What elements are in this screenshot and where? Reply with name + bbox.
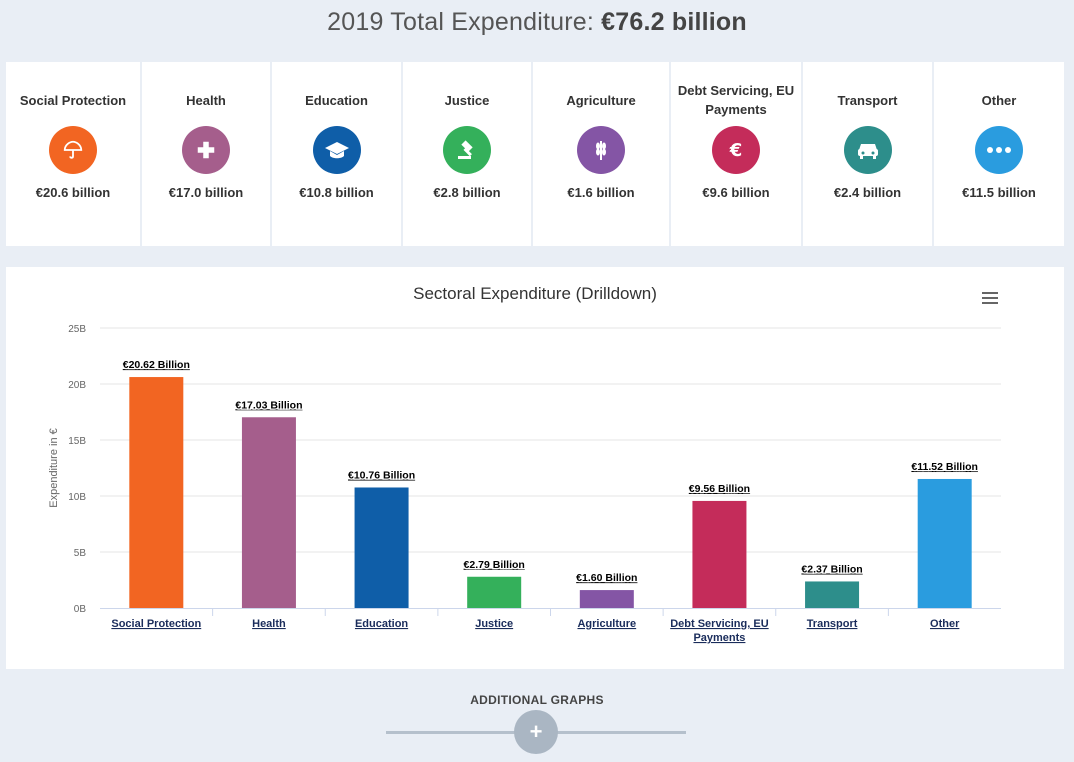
y-tick-label: 5B [74, 548, 87, 559]
data-label: €20.62 Billion [123, 359, 190, 371]
bar [692, 500, 747, 608]
more-icon [975, 126, 1023, 174]
sector-card-value: €11.5 billion [962, 185, 1036, 200]
sector-card[interactable]: Education €10.8 billion [272, 62, 403, 246]
sector-cards: Social Protection €20.6 billion Health €17.… [6, 62, 1064, 246]
bar [917, 478, 972, 608]
sector-card-label: Other [981, 92, 1017, 108]
x-tick-label: Debt Servicing, EU Payments [670, 618, 768, 644]
data-label: €1.60 Billion [576, 572, 637, 584]
sector-card-label: Education [305, 92, 368, 108]
sector-card-label: Justice [444, 92, 490, 108]
add-graph-button[interactable]: + [514, 710, 558, 754]
sector-card-label: Health [186, 92, 226, 108]
y-tick-label: 15B [68, 436, 86, 447]
chart-panel: Sectoral Expenditure (Drilldown) 0B 5B 10B… [6, 267, 1064, 669]
hamburger-menu-icon[interactable] [982, 292, 998, 304]
sector-card[interactable]: Agriculture €1.6 billion [533, 62, 671, 246]
sector-card-value: €1.6 billion [567, 185, 635, 200]
additional-graphs-label: ADDITIONAL GRAPHS [470, 693, 604, 707]
sector-card[interactable]: Justice €2.8 billion [403, 62, 533, 246]
umbrella-icon [49, 126, 97, 174]
sector-card-label: Debt Servicing, EU Payments [677, 83, 795, 117]
graduation-cap-icon [312, 126, 361, 174]
data-label: €9.56 Billion [689, 483, 750, 495]
x-tick-label: Justice [475, 618, 513, 630]
data-label: €10.76 Billion [348, 469, 415, 481]
x-tick-label: Agriculture [577, 618, 636, 630]
y-tick-label: 25B [68, 324, 86, 335]
sector-card-value: €9.6 billion [702, 185, 770, 200]
data-label: €2.37 Billion [801, 563, 862, 575]
page-title-prefix: 2019 Total Expenditure: [327, 8, 602, 36]
y-tick-label: 0B [74, 604, 87, 615]
y-tick-label: 20B [68, 380, 86, 391]
car-icon [843, 126, 892, 174]
sector-card[interactable]: Social Protection €20.6 billion [6, 62, 142, 246]
bar [579, 590, 634, 608]
bar [805, 581, 860, 608]
page-title: 2019 Total Expenditure: €76.2 billion [0, 8, 1074, 37]
sector-card[interactable]: Health €17.0 billion [142, 62, 272, 246]
data-label: €2.79 Billion [464, 559, 525, 571]
sector-card[interactable]: Other €11.5 billion [934, 62, 1064, 246]
sector-card-value: €17.0 billion [168, 185, 244, 200]
page-title-total: €76.2 billion [601, 8, 747, 36]
data-label: €11.52 Billion [911, 461, 978, 473]
plus-icon [182, 126, 230, 174]
euro-icon: € [712, 126, 760, 174]
x-tick-label: Health [252, 618, 286, 630]
sector-card-label: Social Protection [19, 92, 127, 108]
x-tick-label: Social Protection [111, 618, 201, 630]
sector-card-label: Transport [837, 92, 898, 108]
sector-card-value: €2.4 billion [833, 185, 902, 200]
bar [467, 576, 522, 608]
chart-title: Sectoral Expenditure (Drilldown) [413, 284, 657, 303]
plus-icon: + [529, 719, 543, 744]
bar [241, 417, 296, 608]
data-label: €17.03 Billion [235, 399, 302, 411]
sector-card[interactable]: Debt Servicing, EU Payments € €9.6 billion [671, 62, 803, 246]
x-tick-label: Transport [807, 618, 858, 630]
sector-card-value: €10.8 billion [299, 185, 374, 200]
gavel-icon [443, 126, 491, 174]
wheat-icon [577, 126, 625, 174]
sector-card[interactable]: Transport €2.4 billion [803, 62, 934, 246]
y-tick-label: 10B [68, 492, 86, 503]
sector-card-label: Agriculture [566, 92, 636, 108]
x-tick-label: Other [930, 618, 960, 630]
bar [129, 377, 184, 608]
sector-card-value: €2.8 billion [433, 185, 501, 200]
bar-chart: 0B 5B 10B 15B 20B 25B Expenditure in € €20.62 B… [48, 324, 1001, 644]
bar [354, 487, 409, 608]
sector-card-value: €20.6 billion [35, 185, 111, 200]
x-tick-label: Education [355, 618, 408, 630]
y-axis-title: Expenditure in € [48, 428, 60, 508]
